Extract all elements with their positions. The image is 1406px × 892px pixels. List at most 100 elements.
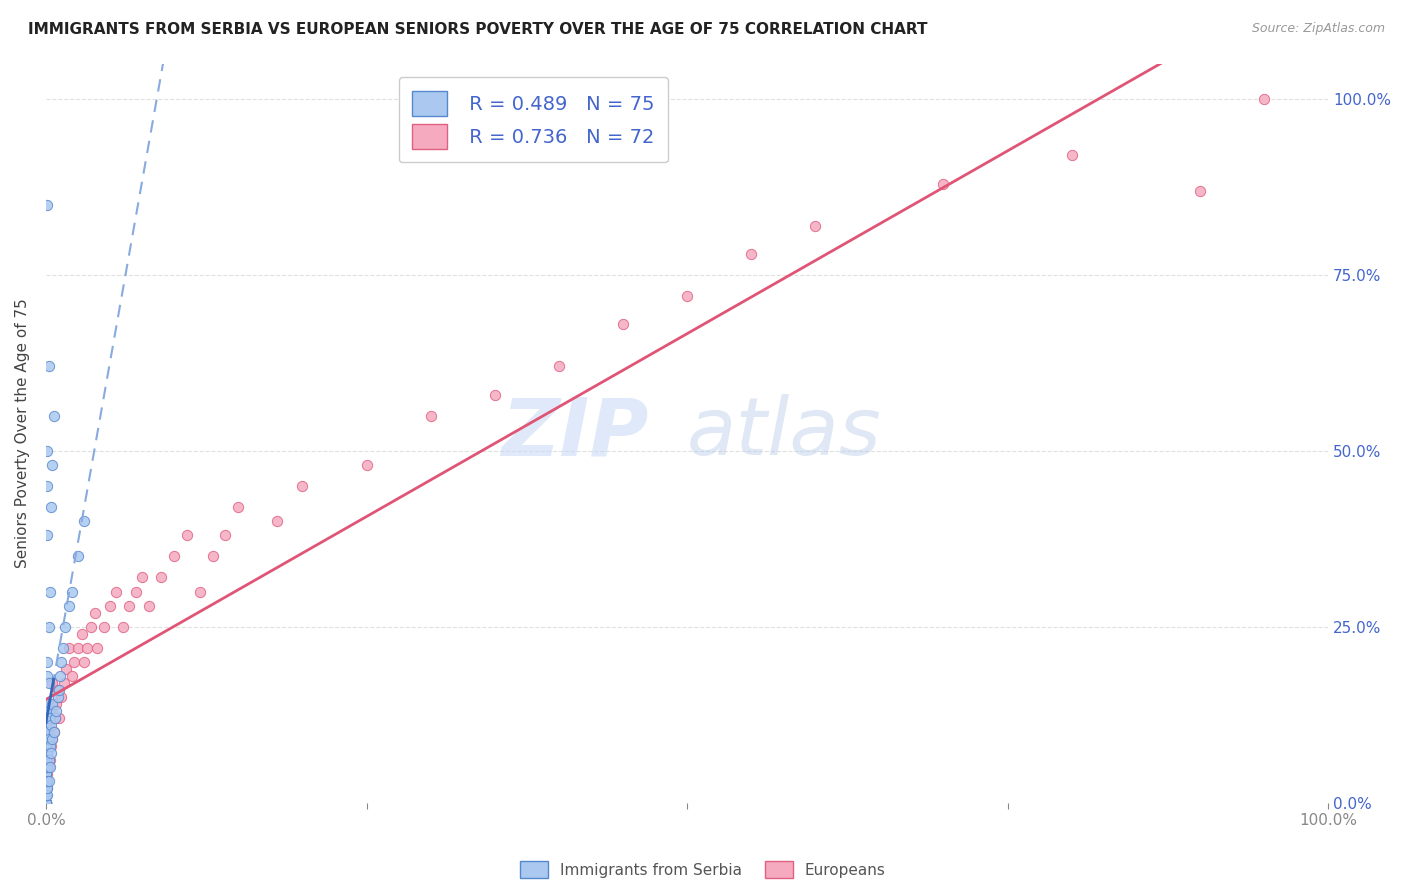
Point (35, 760, 58, 774)
Point (86, 640, 108, 655)
Point (58, 599, 80, 613)
Point (138, 599, 160, 613)
Point (51, 690, 73, 704)
Point (52, 640, 75, 655)
Point (55, 662, 77, 676)
Point (37, 781, 59, 796)
Point (60, 669, 83, 683)
Point (93, 620, 115, 634)
Point (1060, 148, 1083, 162)
Point (740, 247, 762, 261)
Point (932, 177, 955, 191)
Point (38, 725, 60, 739)
Point (49, 669, 72, 683)
Point (35, 781, 58, 796)
Point (37, 528, 59, 542)
Point (41, 697, 63, 711)
Point (35, 739, 58, 754)
Point (37, 198, 59, 212)
Point (37, 739, 59, 754)
Point (38, 676, 60, 690)
Point (38, 753, 60, 767)
Point (98, 599, 121, 613)
Point (42, 725, 65, 739)
Point (35, 781, 58, 796)
Point (201, 549, 224, 564)
Point (484, 387, 506, 401)
Point (39, 500, 62, 515)
Point (125, 584, 148, 599)
Point (214, 528, 236, 542)
Point (73, 655, 96, 669)
Point (35, 774, 58, 789)
Text: atlas: atlas (688, 394, 882, 472)
Point (41, 458, 63, 472)
Point (35, 789, 58, 803)
Point (291, 479, 314, 493)
Point (35, 725, 58, 739)
Point (38, 718, 60, 732)
Point (76, 640, 98, 655)
Point (105, 584, 128, 599)
Point (35, 796, 58, 810)
Point (39, 746, 62, 760)
Point (38, 760, 60, 774)
Point (38, 753, 60, 767)
Point (35, 796, 58, 810)
Point (35, 704, 58, 718)
Point (35, 767, 58, 781)
Point (38, 584, 60, 599)
Point (35, 767, 58, 781)
Point (35, 767, 58, 781)
Point (35, 739, 58, 754)
Point (46, 690, 69, 704)
Point (163, 549, 186, 564)
Point (37, 443, 59, 458)
Point (38, 760, 60, 774)
Point (83, 606, 105, 620)
Point (42, 409, 65, 423)
Point (46, 683, 69, 698)
Point (118, 599, 141, 613)
Point (66, 640, 89, 655)
Point (612, 318, 634, 332)
Point (37, 753, 59, 767)
Point (45, 704, 67, 718)
Point (37, 655, 59, 669)
Point (38, 732, 60, 747)
Point (1188, 184, 1211, 198)
Point (38, 697, 60, 711)
Point (35, 796, 58, 810)
Legend:  R = 0.489   N = 75,  R = 0.736   N = 72: R = 0.489 N = 75, R = 0.736 N = 72 (398, 78, 668, 162)
Point (37, 760, 59, 774)
Point (35, 753, 58, 767)
Point (48, 711, 70, 725)
Point (266, 514, 288, 528)
Point (39, 711, 62, 725)
Point (38, 739, 60, 754)
Point (131, 570, 153, 584)
Text: IMMIGRANTS FROM SERBIA VS EUROPEAN SENIORS POVERTY OVER THE AGE OF 75 CORRELATIO: IMMIGRANTS FROM SERBIA VS EUROPEAN SENIO… (28, 22, 928, 37)
Point (35, 753, 58, 767)
Point (37, 774, 59, 789)
Point (38, 711, 60, 725)
Point (52, 676, 75, 690)
Point (45, 697, 67, 711)
Point (39, 718, 62, 732)
Point (150, 570, 173, 584)
Y-axis label: Seniors Poverty Over the Age of 75: Seniors Poverty Over the Age of 75 (15, 299, 30, 568)
Point (676, 289, 699, 303)
Point (35, 789, 58, 803)
Point (37, 789, 59, 803)
Point (38, 704, 60, 718)
Text: ZIP: ZIP (501, 394, 648, 472)
Point (37, 697, 59, 711)
Point (53, 620, 76, 634)
Point (58, 640, 80, 655)
Point (41, 732, 63, 747)
Point (44, 711, 66, 725)
Point (111, 620, 134, 634)
Point (1253, 92, 1275, 106)
Point (35, 760, 58, 774)
Point (38, 620, 60, 634)
